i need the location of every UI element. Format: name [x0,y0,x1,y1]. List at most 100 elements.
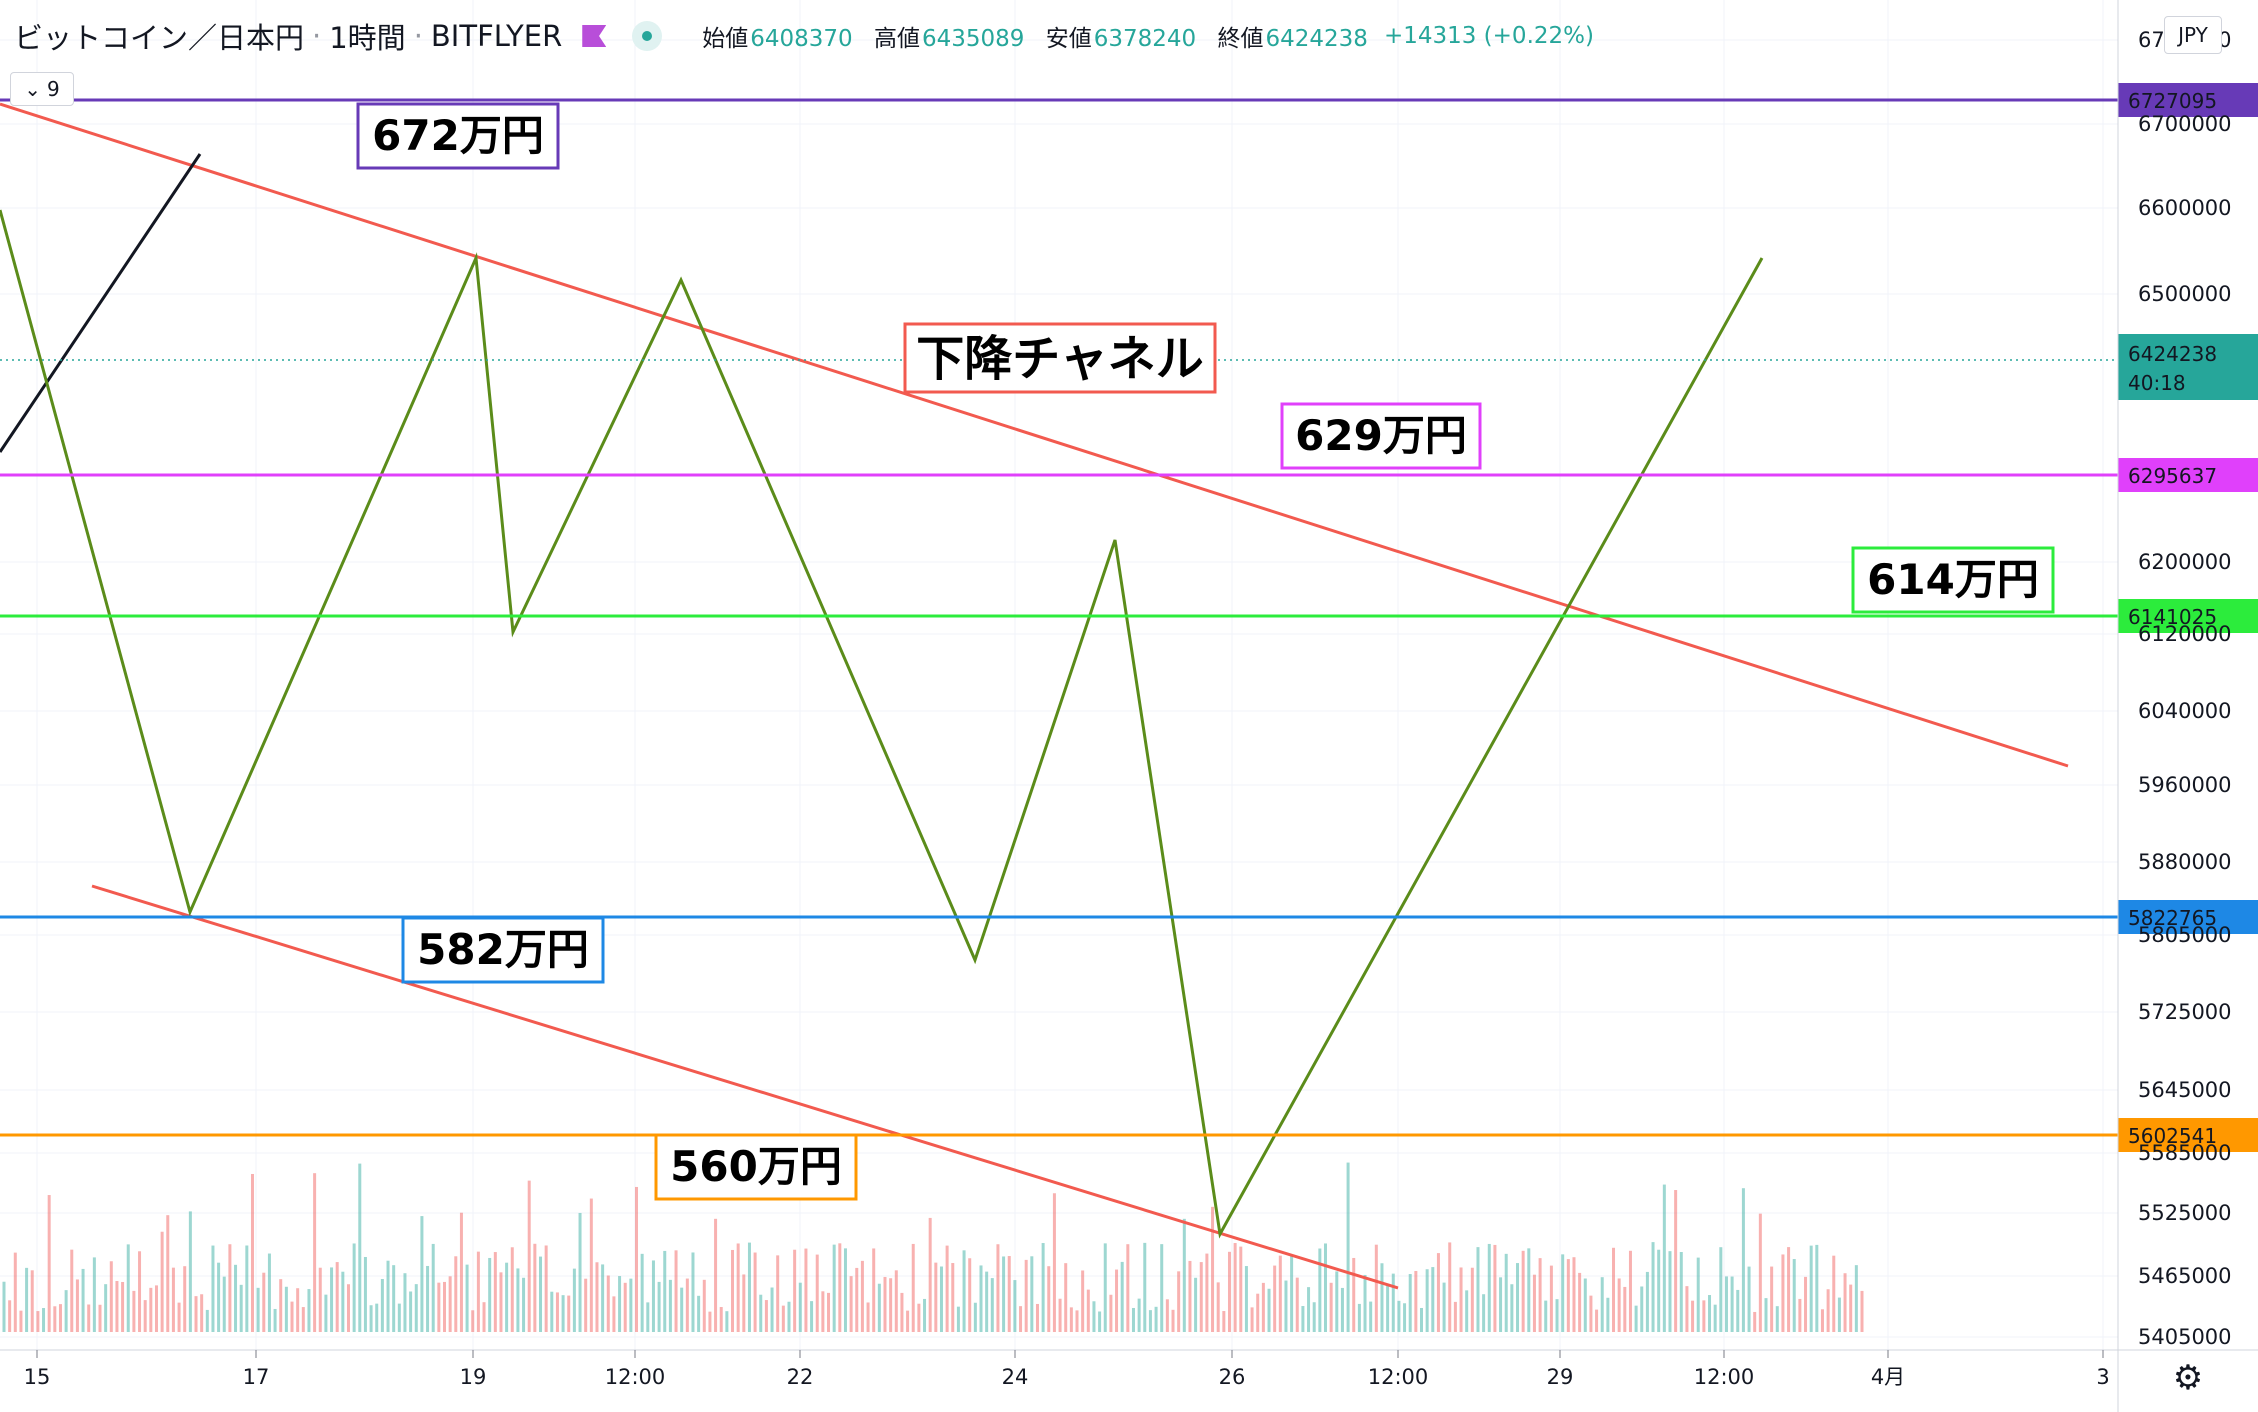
flag-icon[interactable] [582,25,607,47]
annotation-box [903,322,1217,394]
high-value: 6435089 [922,26,1025,52]
volume-bar [1425,1269,1429,1332]
trend-lines [0,102,2069,1290]
volume-bar [1572,1257,1576,1332]
volume-bar [702,1279,706,1332]
volume-bar [1273,1265,1277,1332]
volume-bar [832,1244,836,1332]
volume-bar [1086,1289,1090,1332]
indicator-toggle-button[interactable]: ⌄ 9 [10,72,74,106]
volume-bars [2,1162,1864,1332]
volume-bar [990,1278,994,1332]
volume-bar [341,1271,345,1332]
volume-bar [1730,1276,1734,1332]
volume-bar [821,1291,825,1332]
y-tick-label: 6040000 [2138,699,2232,723]
high-label: 高値 [874,26,920,52]
volume-bar [674,1250,678,1332]
symbol-name[interactable]: ビットコイン／日本円 [14,21,305,55]
volume-bar [363,1256,367,1332]
annotation-box [1280,402,1482,470]
volume-bar [1103,1243,1107,1332]
volume-bar [1386,1285,1390,1332]
volume-bar [906,1310,910,1332]
volume-bar [64,1290,68,1332]
volume-bar [1380,1263,1384,1332]
volume-bar [555,1292,559,1332]
volume-bar [849,1276,853,1332]
annotation-box [356,102,560,170]
open-value: 6408370 [750,26,853,52]
volume-bar [442,1281,446,1332]
interval-label[interactable]: 1時間 [329,21,406,55]
volume-bar [606,1275,610,1332]
volume-bar [810,1301,814,1332]
gear-icon[interactable]: ⚙ [2172,1358,2204,1398]
volume-bar [346,1284,350,1332]
volume-bar [188,1211,192,1332]
volume-bar [973,1302,977,1332]
volume-bar [742,1274,746,1332]
volume-bar [1832,1255,1836,1332]
y-tick-label: 6120000 [2138,622,2232,646]
volume-bar [87,1304,91,1332]
level-annotation-text: 629万円 [1295,411,1467,460]
volume-bar [708,1311,712,1332]
volume-bar [1318,1248,1322,1332]
channel-label: 下降チャネル [916,331,1204,387]
volume-bar [770,1287,774,1332]
volume-bar [228,1244,232,1332]
volume-bar [685,1278,689,1332]
volume-bar [1679,1252,1683,1332]
volume-bar [239,1284,243,1332]
volume-bar [1323,1243,1327,1332]
price-change: +14313 (+0.22%) [1383,23,1594,49]
volume-bar [527,1180,531,1332]
volume-bar [1589,1295,1593,1332]
level-price-tag [2118,1118,2258,1152]
volume-bar [1476,1247,1480,1332]
volume-bar [747,1242,751,1332]
volume-bar [1532,1274,1536,1332]
volume-bar [267,1253,271,1332]
volume-bar [1843,1273,1847,1332]
annotation-box [654,1133,858,1201]
market-status-icon[interactable] [632,21,663,51]
volume-bar [75,1279,79,1332]
volume-bar [1804,1276,1808,1332]
volume-bar [1787,1247,1791,1332]
volume-bar [262,1272,266,1332]
volume-bar [25,1267,29,1332]
volume-bar [1261,1282,1265,1332]
volume-bar [1374,1244,1378,1332]
volume-bar [1544,1300,1548,1332]
volume-bar [1482,1294,1486,1332]
volume-bar [143,1300,147,1332]
volume-bar [1595,1309,1599,1332]
volume-bar [505,1262,509,1332]
volume-bar [1126,1244,1130,1332]
black-trend-line [0,153,202,453]
annotation-box [401,916,605,984]
volume-bar [1131,1307,1135,1332]
volume-bar [149,1287,153,1332]
volume-bar [1340,1287,1344,1332]
volume-bar [380,1279,384,1332]
volume-bar [1640,1286,1644,1332]
volume-bar [827,1292,831,1332]
volume-bar [815,1254,819,1332]
x-tick-label: 4月 [1871,1365,1905,1389]
volume-bar [1493,1244,1497,1332]
currency-button[interactable]: JPY [2164,16,2222,54]
channel-lower-line [91,884,1399,1290]
zigzag-line [0,209,1764,1239]
volume-bar [1442,1282,1446,1332]
volume-bar [646,1302,650,1332]
volume-bar [1244,1266,1248,1332]
volume-bar [409,1291,413,1332]
volume-bar [764,1300,768,1332]
volume-bar [1431,1267,1435,1332]
chart-header: ビットコイン／日本円 · 1時間 · BITFLYER 始値6408370 高値… [14,14,1594,58]
volume-bar [866,1302,870,1332]
